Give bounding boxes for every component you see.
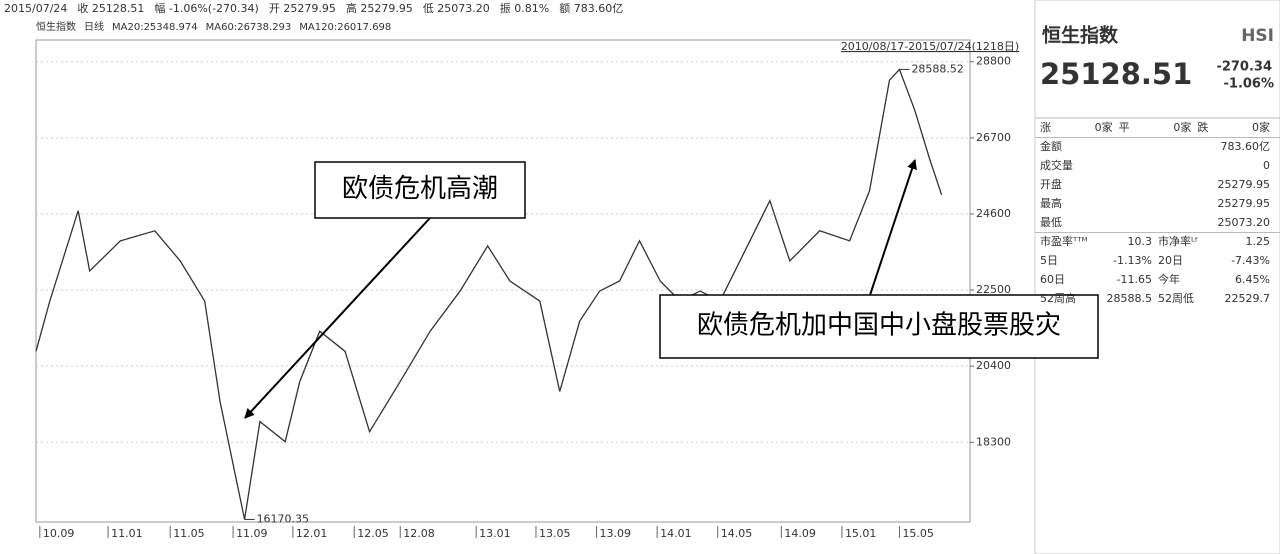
extreme-label: 28588.52	[911, 62, 964, 75]
panel-price: 25128.51	[1040, 57, 1192, 91]
x-tick-label: 14.05	[721, 527, 753, 540]
info-field: 幅 -1.06%(-270.34)	[154, 2, 258, 15]
panel-value: 28588.5	[1107, 292, 1153, 305]
panel-label: 今年	[1158, 272, 1180, 286]
panel-label: 开盘	[1040, 177, 1062, 191]
date-range: 2010/08/17-2015/07/24(1218日)	[841, 40, 1019, 53]
panel-value: -11.65	[1117, 273, 1152, 286]
panel-value: 0	[1263, 159, 1270, 172]
legend-item: MA60:26738.293	[206, 22, 292, 33]
panel-label: 最高	[1040, 196, 1062, 210]
y-tick-label: 22500	[976, 283, 1011, 296]
x-tick-label: 12.01	[296, 527, 328, 540]
panel-value: 25279.95	[1218, 178, 1271, 191]
info-field: 高 25279.95	[346, 1, 413, 15]
y-tick-label: 24600	[976, 207, 1011, 220]
panel-percent: -1.06%	[1224, 77, 1275, 92]
legend-item: 日线	[84, 20, 104, 33]
x-tick-label: 14.09	[784, 527, 816, 540]
legend-item: MA120:26017.698	[299, 22, 391, 33]
y-tick-label: 28800	[976, 55, 1011, 68]
x-tick-label: 10.09	[43, 527, 74, 540]
info-field: 低 25073.20	[423, 2, 490, 15]
annotation-text: 欧债危机高潮	[342, 174, 498, 204]
y-tick-label: 20400	[976, 359, 1011, 372]
panel-label: 市盈率ᵀᵀᴹ	[1040, 234, 1087, 248]
panel-value: 6.45%	[1235, 273, 1270, 286]
panel-name: 恒生指数	[1042, 24, 1119, 47]
x-tick-label: 11.09	[236, 527, 268, 540]
panel-value: 783.60亿	[1221, 140, 1271, 153]
panel-label: 金额	[1040, 139, 1062, 153]
plot-frame	[35, 39, 971, 523]
side-panel	[1034, 0, 1280, 554]
info-field: 开 25279.95	[269, 2, 336, 15]
panel-label: 5日	[1040, 254, 1058, 267]
panel-value: 0家	[1173, 120, 1191, 134]
panel-value: 0家	[1252, 120, 1270, 134]
panel-label: 涨	[1040, 121, 1051, 134]
x-tick-label: 13.05	[539, 527, 571, 540]
x-tick-label: 15.05	[902, 527, 934, 540]
annotation-box	[659, 294, 1099, 359]
info-field: 振 0.81%	[500, 1, 549, 15]
panel-label: 市净率ᴸᶠ	[1158, 234, 1198, 248]
panel-value: -7.43%	[1231, 254, 1270, 267]
panel-code: HSI	[1241, 26, 1274, 46]
x-tick-label: 12.05	[357, 527, 389, 540]
annotation-text: 欧债危机加中国中小盘股票股灾	[697, 311, 1061, 341]
y-tick-label: 18300	[976, 435, 1011, 448]
panel-label: 成交量	[1040, 158, 1073, 172]
annotation-box	[314, 161, 526, 219]
panel-label: 20日	[1158, 254, 1183, 267]
panel-value: 1.25	[1246, 235, 1271, 248]
info-field: 额 783.60亿	[559, 2, 623, 15]
panel-value: 22529.7	[1225, 292, 1271, 305]
panel-label: 60日	[1040, 273, 1065, 286]
extreme-label: 16170.35	[257, 512, 310, 525]
arrow	[244, 217, 431, 419]
legend-item: MA20:25348.974	[112, 22, 198, 33]
info-field: 2015/07/24	[4, 2, 67, 15]
x-tick-label: 15.01	[845, 527, 877, 540]
panel-value: 10.3	[1128, 235, 1153, 248]
panel-label: 52周低	[1158, 292, 1194, 305]
arrow	[869, 159, 917, 296]
panel-label: 52周高	[1040, 291, 1076, 305]
x-tick-label: 14.01	[660, 527, 692, 540]
x-tick-label: 13.09	[600, 527, 632, 540]
y-tick-label: 26700	[976, 131, 1011, 144]
price-line	[35, 68, 943, 520]
panel-value: 25073.20	[1218, 216, 1271, 229]
x-tick-label: 11.05	[173, 527, 205, 540]
panel-value: 25279.95	[1218, 197, 1271, 210]
info-field: 收 25128.51	[77, 1, 144, 15]
x-tick-label: 11.01	[111, 527, 142, 540]
panel-label: 最低	[1040, 216, 1062, 229]
x-tick-label: 13.01	[479, 527, 511, 540]
panel-change: -270.34	[1216, 60, 1272, 75]
panel-value: 0家	[1095, 120, 1113, 134]
panel-label: 平	[1119, 121, 1130, 134]
panel-label: 跌	[1197, 120, 1208, 134]
panel-value: -1.13%	[1113, 254, 1152, 267]
legend-item: 恒生指数	[36, 20, 76, 33]
x-tick-label: 12.08	[403, 527, 435, 540]
